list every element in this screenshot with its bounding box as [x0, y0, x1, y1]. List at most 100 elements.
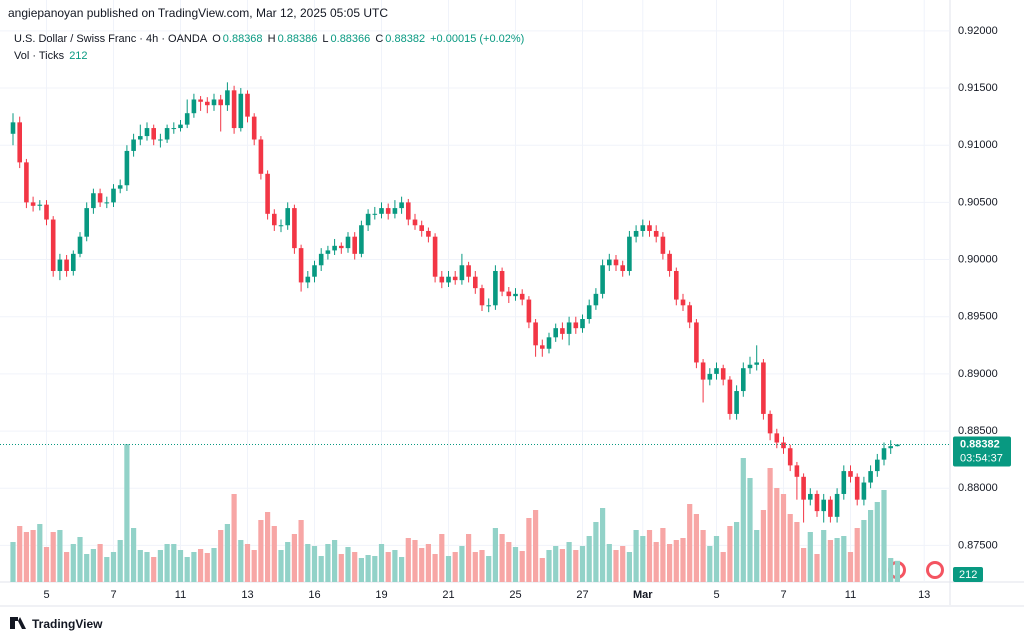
candle-body — [667, 253, 672, 271]
volume-bar — [311, 546, 318, 582]
volume-bar — [439, 534, 445, 582]
candle-body — [117, 185, 123, 189]
volume-bar — [707, 546, 713, 582]
volume-bar — [754, 530, 760, 582]
x-tick-label: 16 — [308, 589, 320, 601]
volume-bar — [198, 549, 204, 582]
candle-body — [747, 364, 753, 369]
candle-body — [506, 291, 512, 297]
volume-bar — [258, 520, 264, 582]
candle-body — [694, 322, 699, 363]
candle-body — [84, 208, 89, 237]
volume-bar — [251, 550, 257, 582]
candle-body — [231, 90, 237, 129]
candles — [10, 82, 900, 523]
volume-bar — [265, 512, 271, 582]
candle-body — [272, 213, 277, 226]
x-tick-label: 7 — [780, 589, 786, 601]
byline: angiepanoyan published on TradingView.co… — [8, 6, 389, 20]
candle-body — [486, 305, 491, 307]
candle-body — [499, 270, 505, 292]
volume-bar — [177, 550, 184, 582]
volume-bar — [57, 530, 63, 582]
volume-bar — [767, 468, 773, 582]
candle-body — [298, 248, 304, 283]
volume-bar — [834, 538, 840, 582]
y-tick-label: 0.90500 — [958, 196, 998, 208]
volume-bar — [191, 552, 197, 582]
volume-bar — [827, 540, 833, 582]
volume-bar — [224, 524, 230, 582]
candle-body — [452, 276, 458, 281]
x-tick-label: Mar — [633, 589, 653, 601]
volume-badge — [953, 567, 983, 582]
volume-bar — [553, 546, 559, 582]
volume-bar — [861, 520, 867, 582]
candle-body — [620, 265, 625, 271]
candle-body — [781, 442, 786, 449]
candle-body — [37, 204, 43, 206]
volume-bar — [64, 552, 70, 582]
candle-body — [808, 493, 813, 500]
volume-bar — [184, 557, 190, 582]
y-tick-label: 0.89000 — [958, 368, 998, 380]
volume-bar — [566, 542, 572, 582]
candle-body — [801, 476, 806, 500]
x-tick-label: 13 — [918, 589, 930, 601]
candle-body — [774, 433, 780, 443]
volume-bar — [271, 526, 277, 582]
candle-body — [198, 99, 203, 102]
candle-body — [10, 122, 16, 134]
volume-bar — [687, 504, 693, 582]
volume-bar — [298, 520, 304, 582]
volume-bar — [358, 558, 364, 582]
candle-body — [875, 459, 880, 472]
candle-body — [586, 305, 592, 320]
volume-bar — [653, 542, 659, 582]
volume-bar — [37, 524, 43, 582]
ohlc-label: C — [375, 33, 384, 45]
candle-body — [459, 265, 465, 281]
candle-body — [573, 322, 579, 329]
volume-bar — [573, 550, 579, 582]
volume-pane — [10, 444, 900, 582]
volume-bar — [211, 548, 217, 582]
volume-value: 212 — [69, 50, 88, 62]
volume-bar — [399, 557, 405, 582]
y-tick-label: 0.88500 — [958, 425, 998, 437]
x-tick-label: 19 — [375, 589, 387, 601]
volume-bar — [512, 547, 519, 582]
candle-body — [77, 236, 83, 254]
volume-bar — [285, 542, 291, 582]
volume-legend: Vol · Ticks 212 — [14, 50, 90, 62]
volume-bar — [472, 552, 478, 582]
candle-body — [519, 293, 525, 300]
candle-body — [211, 99, 217, 106]
volume-bar — [459, 546, 465, 582]
volume-bar — [117, 540, 123, 582]
volume-bar — [124, 444, 130, 582]
volume-bar — [419, 548, 425, 582]
volume-bar — [10, 542, 16, 582]
candle-body — [660, 236, 666, 254]
volume-bar — [894, 560, 900, 582]
volume-bar — [372, 556, 378, 582]
volume-bar — [700, 530, 706, 582]
volume-bar — [405, 538, 411, 582]
candle-body — [178, 124, 183, 129]
volume-bar — [84, 554, 90, 582]
candle-body — [57, 259, 63, 271]
candle-body — [479, 288, 485, 306]
candle-body — [600, 265, 605, 294]
x-tick-label: 25 — [509, 589, 521, 601]
volume-bar — [667, 544, 673, 582]
volume-bar — [559, 549, 565, 582]
candle-body — [392, 208, 398, 214]
candle-body — [71, 253, 76, 271]
volume-bar — [131, 528, 137, 582]
volume-bar — [479, 550, 485, 582]
volume-bar — [412, 540, 418, 582]
y-tick-label: 0.90000 — [958, 253, 998, 265]
volume-bar — [673, 540, 679, 582]
